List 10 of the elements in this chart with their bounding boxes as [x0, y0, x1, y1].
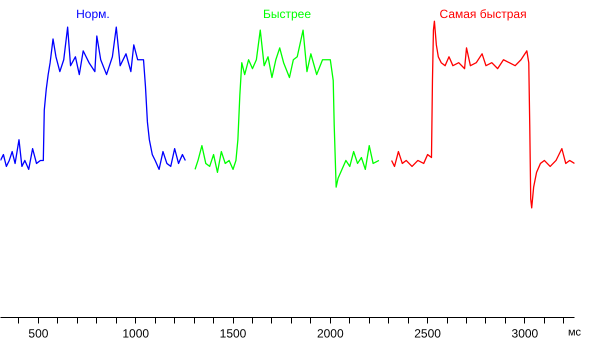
series-label: Самая быстрая — [440, 7, 527, 22]
x-tick-label: 1000 — [122, 326, 150, 340]
series-label: Быстрее — [263, 7, 312, 22]
x-tick-label: 2000 — [316, 326, 344, 340]
x-tick-label: 1500 — [220, 326, 247, 340]
x-axis-title: мс — [568, 326, 582, 338]
x-tick-label: 3000 — [512, 326, 539, 340]
series-label: Норм. — [76, 7, 110, 22]
x-tick-label: 2500 — [414, 326, 442, 340]
x-tick-label: 500 — [28, 326, 49, 340]
